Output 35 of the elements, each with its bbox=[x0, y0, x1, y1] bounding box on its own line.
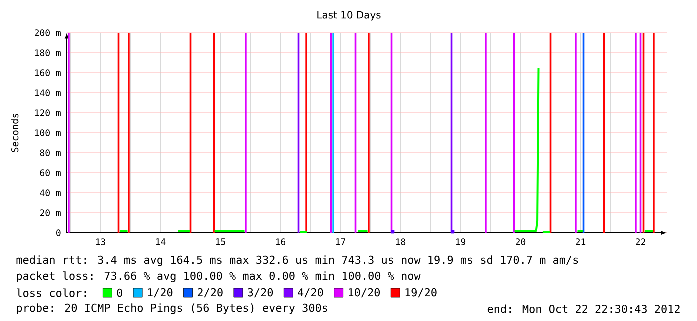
legend-label: 2/20 bbox=[198, 288, 223, 298]
x-tick-label: 13 bbox=[96, 238, 106, 246]
y-tick-label: 60 m bbox=[40, 170, 61, 176]
legend-label: 0 bbox=[117, 288, 122, 298]
legend-label: 1/20 bbox=[148, 288, 173, 298]
y-tick-label: 20 m bbox=[40, 210, 61, 216]
y-tick-label: 40 m bbox=[40, 190, 61, 196]
x-tick-label: 22 bbox=[636, 238, 646, 246]
x-tick-label: 18 bbox=[396, 238, 406, 246]
y-tick-label: 140 m bbox=[35, 90, 61, 96]
y-tick-label: 200 m bbox=[35, 30, 61, 36]
legend-label: 10/20 bbox=[349, 288, 380, 298]
x-tick-label: 14 bbox=[156, 238, 166, 246]
chart-title: Last 10 Days bbox=[318, 11, 381, 21]
x-tick-label: 17 bbox=[336, 238, 346, 246]
y-axis-title: Seconds bbox=[11, 114, 19, 152]
x-tick-label: 16 bbox=[276, 238, 286, 246]
y-tick-label: 160 m bbox=[35, 70, 61, 76]
y-tick-label: 120 m bbox=[35, 110, 61, 116]
x-tick-label: 19 bbox=[456, 238, 466, 246]
legend-title: loss color: bbox=[17, 288, 86, 298]
y-tick-label: 180 m bbox=[35, 50, 61, 56]
text: packet loss: 73.66 % avg 100.00 % max 0.00 % min 100.00 % now bbox=[17, 272, 421, 282]
legend-label: 19/20 bbox=[406, 288, 437, 298]
text: probe: 20 ICMP Echo Pings (56 Bytes) every 300s bbox=[17, 304, 328, 314]
y-tick-label: 0 bbox=[56, 230, 61, 236]
text: median rtt: 3.4 ms avg 164.5 ms max 332.6 us min 743.3 us now 19.9 ms sd 170.7 m am/s bbox=[16, 256, 578, 266]
x-tick-label: 20 bbox=[516, 238, 526, 246]
x-tick-label: 21 bbox=[576, 238, 586, 246]
y-tick-label: 80 m bbox=[40, 150, 61, 156]
legend-label: 3/20 bbox=[248, 288, 274, 298]
text: end: Mon Oct 22 22:30:43 2012 bbox=[488, 304, 680, 314]
x-tick-label: 15 bbox=[216, 238, 226, 246]
y-tick-label: 100 m bbox=[35, 130, 61, 136]
legend-label: 4/20 bbox=[298, 288, 324, 298]
